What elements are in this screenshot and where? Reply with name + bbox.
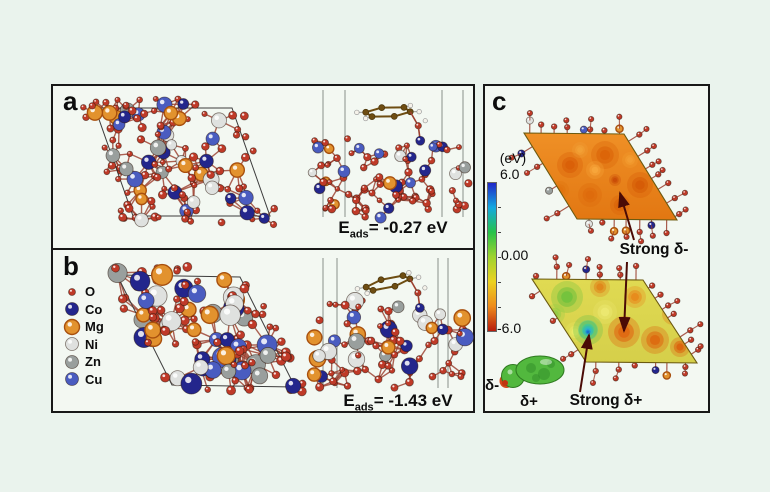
annotation-strong-delta-plus: Strong δ+ [569, 392, 643, 409]
eads-a-text: Eads= -0.27 eV [318, 218, 468, 240]
panel-c-label: c [492, 86, 507, 116]
structure-b-top-view [107, 262, 307, 397]
annotation-strong-delta-minus: Strong δ- [619, 241, 689, 258]
eads-b-text: Eads= -1.43 eV [330, 391, 466, 413]
legend-label-o: O [85, 284, 96, 300]
eads-a-subscript: ads [349, 228, 369, 241]
legend-item-cu: Cu [62, 371, 104, 389]
eads-b-subscript: ads [354, 401, 374, 414]
colorbar-tick-mark [498, 257, 501, 258]
delta-plus-label: δ+ [520, 393, 538, 410]
eads-a-symbol: E [338, 218, 350, 237]
colorbar-tick-mark [498, 307, 501, 308]
legend-item-mg: Mg [62, 318, 104, 336]
esp-map-top [508, 110, 689, 245]
eads-b-value: = -1.43 eV [373, 391, 453, 410]
legend-label-co: Co [85, 301, 103, 317]
legend-label-cu: Cu [85, 371, 103, 387]
legend: O Co Mg Ni Zn Cu [62, 283, 104, 388]
legend-item-zn: Zn [62, 353, 104, 371]
panel-a-label: a [63, 86, 78, 116]
legend-sphere-mg [63, 318, 81, 335]
panel-b-label: b [63, 251, 79, 281]
colorbar-tick-bottom: -6.0 [497, 320, 522, 336]
eads-a-value: = -0.27 eV [368, 218, 448, 237]
legend-item-co: Co [62, 301, 104, 319]
colorbar [487, 182, 497, 332]
legend-sphere-o [68, 287, 76, 296]
colorbar-tick-mark [498, 232, 501, 233]
legend-item-o: O [62, 283, 104, 301]
legend-label-zn: Zn [85, 354, 101, 370]
panel-ab-divider [53, 248, 473, 250]
delta-minus-label: δ- [485, 377, 500, 394]
legend-sphere-ni [65, 337, 79, 352]
annotation-arrows [579, 191, 635, 393]
colorbar-tick-mark [498, 207, 501, 208]
structure-a-top-view [80, 95, 279, 229]
legend-label-mg: Mg [85, 319, 104, 335]
legend-sphere-cu [65, 372, 79, 387]
structure-a-side-view [307, 90, 473, 224]
colorbar-tick-mid: 0.00 [501, 247, 529, 263]
structure-b-side-view [306, 258, 475, 392]
colorbar-tick-top: 6.0 [500, 166, 520, 182]
colorbar-title: (eV) [499, 150, 527, 166]
legend-item-ni: Ni [62, 336, 104, 354]
esp-molecule [499, 355, 565, 388]
legend-sphere-co [65, 302, 79, 317]
colorbar-tick-mark [498, 282, 501, 283]
eads-b-symbol: E [343, 391, 355, 410]
legend-sphere-zn [65, 354, 79, 369]
legend-label-ni: Ni [85, 336, 98, 352]
